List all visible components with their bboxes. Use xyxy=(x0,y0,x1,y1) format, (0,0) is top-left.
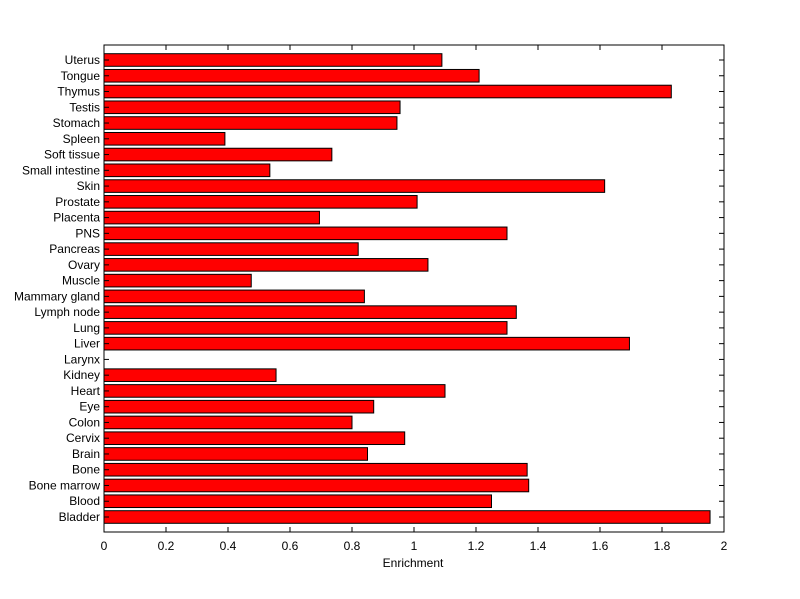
x-tick-label: 1.8 xyxy=(654,539,671,553)
bar xyxy=(103,478,530,493)
y-tick-label: Tongue xyxy=(61,69,101,83)
x-ticks-group: 0 0.2 0.4 0.6 0.8 1 1.2 1.4 1.6 1.8 2 xyxy=(101,45,728,553)
bar xyxy=(103,179,606,193)
y-tick-label: Blood xyxy=(69,494,100,508)
y-tick-label: Lymph node xyxy=(34,305,100,319)
bar xyxy=(103,68,480,83)
bar xyxy=(103,384,446,398)
y-tick-label: Larynx xyxy=(64,352,100,366)
y-tick-label: Spleen xyxy=(63,132,100,146)
bar xyxy=(103,273,252,288)
y-tick-label: Testis xyxy=(69,100,100,114)
y-tick-label: Placenta xyxy=(53,211,100,225)
y-tick-label: Muscle xyxy=(62,274,100,288)
bar xyxy=(103,305,517,319)
x-tick-label: 1.2 xyxy=(468,539,485,553)
bar xyxy=(103,53,443,67)
y-tick-label: Eye xyxy=(79,400,100,414)
y-tick-label: Colon xyxy=(69,415,100,429)
bar xyxy=(103,415,353,430)
bar xyxy=(103,195,418,209)
x-tick-label: 0.6 xyxy=(282,539,299,553)
x-tick-label: 2 xyxy=(721,539,728,553)
plot-frame xyxy=(103,44,725,533)
y-tick-label: Cervix xyxy=(66,431,100,445)
x-tick-label: 0.8 xyxy=(344,539,361,553)
bar xyxy=(103,336,630,351)
y-tick-label: Kidney xyxy=(63,368,100,382)
bar xyxy=(103,131,226,146)
bar xyxy=(103,116,398,130)
y-tick-label: Soft tissue xyxy=(44,148,100,162)
y-tick-label: Mammary gland xyxy=(14,289,100,303)
bar xyxy=(103,462,528,477)
bar xyxy=(103,258,429,272)
y-tick-label: Pancreas xyxy=(49,242,100,256)
y-tick-label: Ovary xyxy=(68,258,100,272)
y-tick-label: Bladder xyxy=(59,510,100,524)
y-tick-label: Stomach xyxy=(53,116,100,130)
y-tick-label: PNS xyxy=(75,226,100,240)
bar xyxy=(103,147,333,162)
y-tick-label: Bone xyxy=(72,463,100,477)
y-tick-label: Liver xyxy=(74,337,100,351)
bar xyxy=(103,431,406,446)
y-tick-label: Lung xyxy=(73,321,100,335)
bar xyxy=(103,321,508,335)
y-tick-label: Small intestine xyxy=(22,163,100,177)
y-tick-label: Bone marrow xyxy=(29,478,101,492)
bar xyxy=(103,226,508,241)
bar xyxy=(103,368,277,382)
bar xyxy=(103,210,320,225)
bar xyxy=(103,510,711,524)
bar xyxy=(103,447,368,461)
bar xyxy=(103,399,375,414)
y-tick-label: Uterus xyxy=(65,53,100,67)
x-axis-label: Enrichment xyxy=(383,556,444,570)
bar xyxy=(103,494,492,509)
bar xyxy=(103,242,359,256)
x-tick-label: 1.6 xyxy=(592,539,609,553)
y-tick-label: Brain xyxy=(72,447,100,461)
bar xyxy=(103,289,365,304)
x-tick-label: 0 xyxy=(101,539,108,553)
y-tick-label: Prostate xyxy=(55,195,100,209)
bar xyxy=(103,100,401,115)
bar xyxy=(103,163,271,178)
x-tick-label: 0.4 xyxy=(220,539,237,553)
y-tick-label: Skin xyxy=(77,179,100,193)
y-tick-label: Heart xyxy=(71,384,101,398)
bar xyxy=(103,84,672,99)
x-tick-label: 0.2 xyxy=(158,539,175,553)
x-tick-label: 1.4 xyxy=(530,539,547,553)
y-tick-label: Thymus xyxy=(57,85,100,99)
x-tick-label: 1 xyxy=(411,539,418,553)
